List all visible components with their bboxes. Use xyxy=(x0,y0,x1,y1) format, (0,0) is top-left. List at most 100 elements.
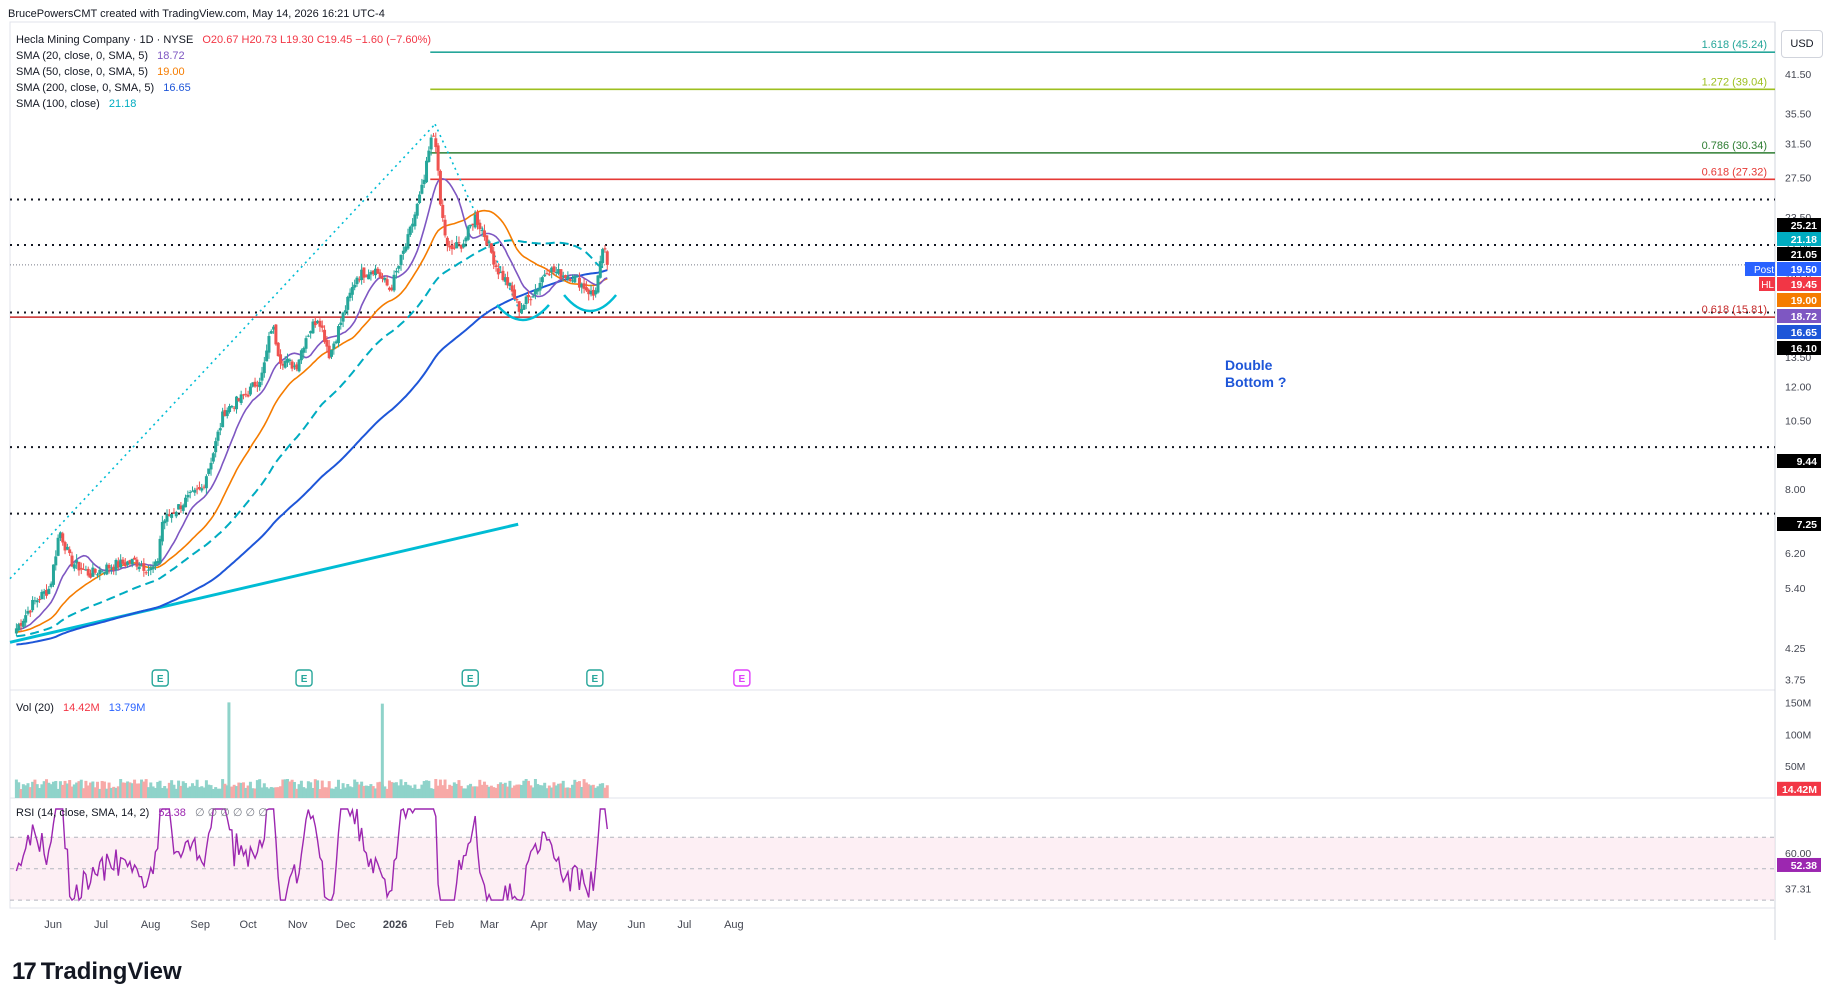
candle-body xyxy=(221,411,225,428)
candle-body xyxy=(232,407,236,409)
candle-body xyxy=(235,396,239,410)
volume-bar xyxy=(513,785,517,798)
volume-bar xyxy=(190,783,194,798)
volume-bar xyxy=(531,787,535,798)
volume-bar xyxy=(193,785,197,798)
sma20-line xyxy=(16,177,608,631)
candle-body xyxy=(223,410,227,416)
price-tag xyxy=(1777,232,1821,246)
candle-body xyxy=(318,320,322,327)
candle-body xyxy=(42,591,46,594)
volume-bar xyxy=(469,783,473,798)
volume-bar xyxy=(492,787,496,798)
volume-bar xyxy=(443,779,447,798)
rsi-tag-label: 52.38 xyxy=(1791,860,1817,872)
legend-sma200[interactable]: SMA (200, close, 0, SMA, 5) 16.65 xyxy=(16,82,191,94)
candle-body xyxy=(471,223,475,226)
candle-body xyxy=(135,559,139,567)
candle-body xyxy=(258,381,262,388)
volume-bar xyxy=(91,781,95,798)
legend-symbol[interactable]: Hecla Mining Company · 1D · NYSE xyxy=(16,34,194,46)
time-axis-label: Mar xyxy=(480,919,499,931)
candle-body xyxy=(429,137,433,150)
volume-bar xyxy=(165,788,169,798)
candle-body xyxy=(394,270,398,273)
candle-body xyxy=(167,514,171,517)
volume-bar xyxy=(33,779,37,798)
candle-body xyxy=(598,261,602,278)
volume-bar xyxy=(367,786,371,798)
candle-body xyxy=(269,331,273,334)
volume-bar xyxy=(383,786,387,798)
volume-bar xyxy=(436,785,440,798)
candle-body xyxy=(441,204,445,218)
candle-body xyxy=(480,230,484,232)
candle-body xyxy=(320,325,324,328)
volume-bar xyxy=(179,785,183,798)
fib-level-label: 1.618 (45.24) xyxy=(1702,39,1767,51)
volume-tag-label: 14.42M xyxy=(1782,784,1817,796)
volume-bar xyxy=(135,783,139,798)
legend-rsi[interactable]: RSI (14, close, SMA, 14, 2) 52.38 ∅ ∅ ∅ … xyxy=(16,806,268,819)
candle-body xyxy=(77,561,81,571)
volume-bar xyxy=(274,787,278,798)
candle-body xyxy=(31,599,35,611)
volume-bar xyxy=(401,785,405,798)
volume-bar xyxy=(570,784,574,798)
legend-sma50[interactable]: SMA (50, close, 0, SMA, 5) 19.00 xyxy=(16,66,185,78)
candle-body xyxy=(248,386,252,395)
candle-body xyxy=(262,362,266,374)
volume-bar xyxy=(285,779,289,798)
volume-bar xyxy=(515,784,519,798)
legend-ohlc: O20.67 H20.73 L19.30 C19.45 −1.60 (−7.60… xyxy=(202,34,432,46)
candle-body xyxy=(570,280,574,282)
candle-body xyxy=(501,270,505,281)
candle-body xyxy=(513,289,517,300)
candle-body xyxy=(285,358,289,363)
price-tick-label: 3.75 xyxy=(1785,675,1806,687)
volume-tag xyxy=(1777,781,1821,796)
candle-body xyxy=(596,275,600,293)
volume-bar xyxy=(350,787,354,798)
legend-sma20[interactable]: SMA (20, close, 0, SMA, 5) 18.72 xyxy=(16,50,185,62)
volume-bar xyxy=(550,787,554,798)
volume-bar xyxy=(431,788,435,798)
candle-body xyxy=(142,563,146,571)
currency-button[interactable]: USD xyxy=(1781,30,1823,58)
candle-body xyxy=(399,254,403,266)
candle-body xyxy=(346,296,350,310)
volume-bar xyxy=(253,788,257,798)
tradingview-brand[interactable]: 17 TradingView xyxy=(12,958,182,986)
volume-bar xyxy=(160,787,164,798)
earnings-marker-label: E xyxy=(592,674,599,685)
candle-body xyxy=(188,492,192,494)
candle-body xyxy=(420,184,424,194)
candle-body xyxy=(436,145,440,171)
volume-bar xyxy=(19,789,23,798)
legend-volume[interactable]: Vol (20) 14.42M 13.79M xyxy=(16,702,145,714)
price-tag-label: 16.10 xyxy=(1791,343,1817,355)
candle-body xyxy=(522,304,526,310)
volume-bar xyxy=(364,785,368,798)
candle-body xyxy=(408,226,412,235)
candle-body xyxy=(91,567,95,577)
volume-bar xyxy=(40,784,44,798)
volume-bar xyxy=(480,784,484,798)
candle-body xyxy=(336,325,340,344)
volume-bar xyxy=(487,786,491,798)
legend-sma50-value: 19.00 xyxy=(157,66,185,78)
candle-body xyxy=(566,276,570,280)
volume-bar xyxy=(112,786,116,798)
candle-body xyxy=(464,237,468,242)
volume-bar xyxy=(24,785,28,798)
volume-bar xyxy=(457,780,461,798)
candle-body xyxy=(246,394,250,397)
volume-bar xyxy=(325,787,329,798)
candle-body xyxy=(492,251,496,265)
volume-bar xyxy=(265,787,269,798)
candle-body xyxy=(392,274,396,291)
candle-body xyxy=(577,277,581,288)
legend-sma100[interactable]: SMA (100, close) 21.18 xyxy=(16,98,136,110)
